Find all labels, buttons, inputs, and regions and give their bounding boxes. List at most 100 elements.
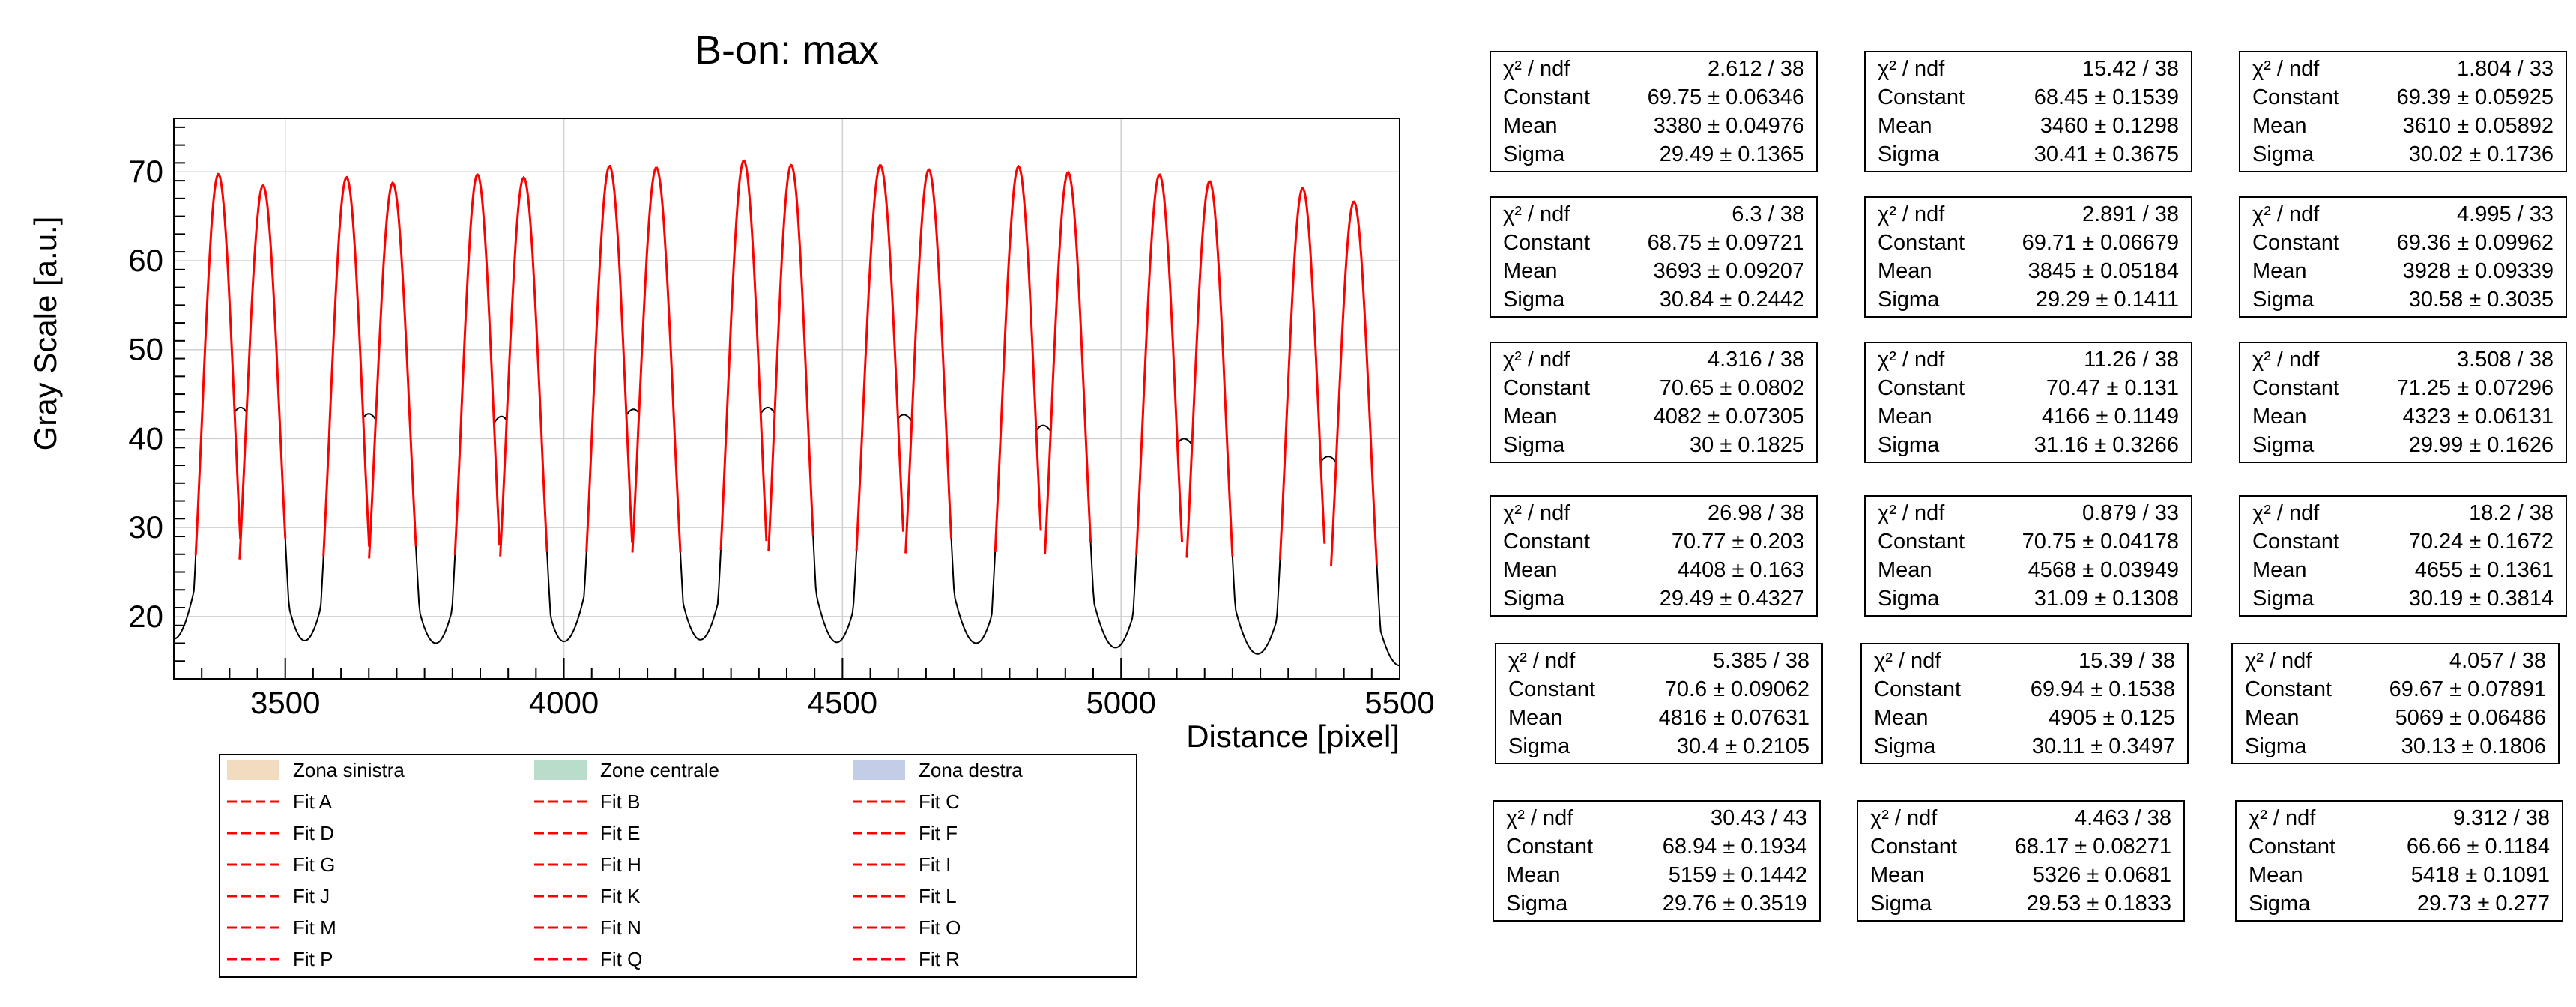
stat-label: Sigma: [1503, 587, 1565, 611]
legend-label: Fit M: [293, 916, 336, 939]
stat-label: χ² / ndf: [2252, 57, 2320, 81]
stat-value: 70.77 ± 0.203: [1671, 530, 1804, 554]
stat-label: Constant: [1878, 85, 1965, 109]
stat-label: χ² / ndf: [1503, 501, 1570, 525]
stat-label: χ² / ndf: [2245, 649, 2312, 673]
stat-label: Constant: [2252, 231, 2340, 255]
stat-value: 4568 ± 0.03949: [2028, 558, 2179, 582]
stat-row-constant: Constant 69.67 ± 0.07891: [2245, 676, 2546, 703]
legend-swatch-zona-sinistra: [227, 760, 279, 780]
stat-value: 5159 ± 0.1442: [1668, 863, 1807, 887]
stat-label: Mean: [2249, 863, 2303, 887]
stat-label: Constant: [2252, 530, 2340, 554]
fit-curve-f: [499, 175, 548, 557]
stat-value: 66.66 ± 0.1184: [2406, 835, 2550, 859]
x-tick-label: 4000: [529, 685, 599, 720]
stat-row-chi2-ndf: χ² / ndf 4.463 / 38: [1870, 805, 2171, 832]
stat-label: Constant: [2245, 677, 2332, 701]
fit-curve-q: [1278, 187, 1326, 561]
stat-value: 4082 ± 0.07305: [1653, 405, 1804, 429]
stat-label: χ² / ndf: [1878, 57, 1945, 81]
stat-label: Constant: [2249, 835, 2336, 859]
stat-row-mean: Mean 3928 ± 0.09339: [2252, 258, 2554, 285]
stat-label: Sigma: [1878, 288, 1940, 312]
stat-label: Constant: [1503, 530, 1591, 554]
fit-stat-box-m: χ² / ndf 5.385 / 38 Constant 70.6 ± 0.09062…: [1495, 643, 1823, 764]
stat-label: Constant: [1874, 677, 1962, 701]
legend-label: Zona sinistra: [293, 759, 405, 781]
legend-label: Fit A: [293, 790, 333, 813]
fit-stat-box-i: χ² / ndf 3.508 / 38 Constant 71.25 ± 0.0729…: [2239, 342, 2567, 463]
stat-label: Sigma: [1874, 734, 1936, 758]
stat-value: 69.67 ± 0.07891: [2389, 677, 2546, 701]
stat-value: 9.312 / 38: [2453, 806, 2550, 830]
stat-value: 26.98 / 38: [1708, 501, 1804, 525]
stat-value: 3.508 / 38: [2457, 348, 2554, 372]
stat-value: 4408 ± 0.163: [1677, 558, 1804, 582]
fit-curve-j: [767, 163, 814, 552]
fit-stat-box-g: χ² / ndf 4.316 / 38 Constant 70.65 ± 0.0802…: [1490, 342, 1818, 463]
stat-row-chi2-ndf: χ² / ndf 1.804 / 33: [2252, 55, 2554, 82]
stat-value: 15.39 / 38: [2078, 649, 2175, 673]
stat-label: Mean: [1506, 863, 1561, 887]
stat-row-constant: Constant 69.36 ± 0.09962: [2252, 229, 2554, 256]
stat-label: Mean: [2252, 259, 2307, 283]
stat-row-sigma: Sigma 29.49 ± 0.4327: [1503, 585, 1804, 612]
stat-value: 30.58 ± 0.3035: [2408, 288, 2554, 312]
stat-label: χ² / ndf: [2252, 348, 2320, 372]
stat-label: Mean: [1508, 706, 1563, 730]
stat-label: Mean: [1503, 405, 1558, 429]
stat-value: 3928 ± 0.09339: [2402, 259, 2554, 283]
stat-value: 4.463 / 38: [2075, 806, 2171, 830]
legend-label: Fit G: [293, 853, 335, 876]
stat-row-mean: Mean 5159 ± 0.1442: [1506, 862, 1807, 889]
stat-label: Constant: [1508, 677, 1596, 701]
stat-label: Mean: [1878, 405, 1932, 429]
stat-label: χ² / ndf: [1878, 348, 1945, 372]
stat-row-sigma: Sigma 31.09 ± 0.1308: [1878, 585, 2179, 612]
stat-label: χ² / ndf: [1878, 501, 1945, 525]
stat-value: 69.94 ± 0.1538: [2030, 677, 2175, 701]
stat-label: χ² / ndf: [1503, 57, 1570, 81]
stat-value: 4.316 / 38: [1708, 348, 1804, 372]
stat-value: 70.75 ± 0.04178: [2022, 530, 2179, 554]
stat-label: Sigma: [2249, 892, 2311, 916]
stat-value: 70.24 ± 0.1672: [2408, 530, 2554, 554]
stat-value: 29.29 ± 0.1411: [2035, 288, 2179, 312]
y-tick-label: 60: [128, 243, 163, 278]
legend-label: Fit I: [919, 853, 951, 876]
stat-label: χ² / ndf: [2249, 806, 2316, 830]
stat-row-mean: Mean 4655 ± 0.1361: [2252, 557, 2554, 584]
stat-value: 29.49 ± 0.1365: [1659, 142, 1804, 166]
stat-row-chi2-ndf: χ² / ndf 4.057 / 38: [2245, 647, 2546, 674]
x-tick-label: 5500: [1364, 685, 1434, 720]
stat-row-sigma: Sigma 29.49 ± 0.1365: [1503, 141, 1804, 168]
stat-label: Mean: [1870, 863, 1925, 887]
fit-curve-i: [719, 159, 768, 550]
legend-label: Fit N: [600, 916, 641, 939]
stat-label: Sigma: [2245, 734, 2307, 758]
stat-label: Sigma: [2252, 142, 2315, 166]
stat-label: Constant: [1506, 835, 1594, 859]
legend-label: Fit P: [293, 948, 333, 970]
stat-value: 30 ± 0.1825: [1690, 433, 1804, 457]
stat-row-chi2-ndf: χ² / ndf 26.98 / 38: [1503, 500, 1804, 527]
fit-stat-box-d: χ² / ndf 6.3 / 38 Constant 68.75 ± 0.09721 M…: [1490, 196, 1818, 318]
stat-value: 30.41 ± 0.3675: [2034, 142, 2179, 166]
stat-row-chi2-ndf: χ² / ndf 9.312 / 38: [2249, 805, 2550, 832]
stat-row-mean: Mean 4408 ± 0.163: [1503, 557, 1804, 584]
fit-curve-h: [631, 166, 682, 553]
stat-row-sigma: Sigma 31.16 ± 0.3266: [1878, 432, 2179, 459]
fit-curve-p: [1185, 180, 1234, 558]
fit-stat-box-b: χ² / ndf 15.42 / 38 Constant 68.45 ± 0.1539…: [1864, 51, 2192, 172]
stat-value: 3693 ± 0.09207: [1653, 259, 1804, 283]
fit-stat-box-f: χ² / ndf 4.995 / 33 Constant 69.36 ± 0.0996…: [2239, 196, 2567, 318]
stat-label: Mean: [2252, 114, 2307, 138]
legend-swatch-zone-centrale: [534, 760, 587, 780]
stat-row-chi2-ndf: χ² / ndf 4.995 / 33: [2252, 201, 2554, 228]
stat-label: Constant: [2252, 85, 2340, 109]
stat-row-sigma: Sigma 30.13 ± 0.1806: [2245, 733, 2546, 760]
y-tick-label: 50: [128, 332, 163, 367]
stat-label: Constant: [1503, 376, 1591, 400]
stat-row-mean: Mean 3845 ± 0.05184: [1878, 258, 2179, 285]
